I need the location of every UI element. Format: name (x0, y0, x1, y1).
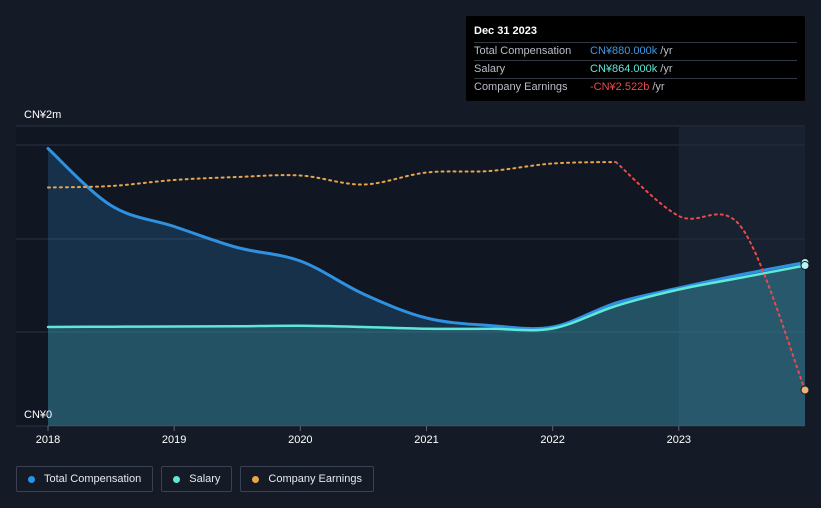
x-tick-label: 2022 (540, 434, 564, 446)
tooltip-unit: /yr (660, 45, 673, 57)
series-area-salary (48, 265, 805, 426)
tooltip-value: CN¥880.000k (590, 45, 658, 57)
legend-dot-icon (173, 475, 181, 483)
y-axis-bottom-label: CN¥0 (24, 409, 52, 421)
tooltip-label: Total Compensation (474, 45, 572, 57)
tooltip-row-earnings: Company Earnings -CN¥2.522b /yr (474, 79, 797, 96)
chart-area: 2018 2019 2020 2021 2022 2023 CN¥2m CN¥0 (16, 109, 810, 446)
legend-label: Salary (189, 473, 221, 485)
legend-item-salary[interactable]: Salary (161, 466, 233, 492)
endpoint-salary (800, 261, 810, 270)
x-tick-label: 2020 (288, 434, 312, 446)
endpoint-company-earnings (800, 385, 810, 395)
x-tick-label: 2019 (162, 434, 186, 446)
legend-label: Total Compensation (44, 473, 142, 485)
x-tick-label: 2018 (36, 434, 60, 446)
series-line-company-earnings-negative (614, 161, 806, 391)
x-axis-ticks: 2018 2019 2020 2021 2022 2023 (36, 426, 691, 446)
tooltip-unit: /yr (660, 63, 673, 75)
legend-label: Company Earnings (268, 473, 362, 485)
x-tick-label: 2023 (667, 434, 691, 446)
legend-item-total-compensation[interactable]: Total Compensation (16, 466, 154, 492)
plot-background (16, 126, 805, 426)
legend-item-company-earnings[interactable]: Company Earnings (240, 466, 374, 492)
series-line-total-compensation (46, 147, 807, 331)
grid-lines (16, 125, 805, 427)
tooltip-row-salary: Salary CN¥864.000k /yr (474, 61, 797, 79)
series-line-salary (46, 264, 807, 332)
legend: Total Compensation Salary Company Earnin… (16, 466, 374, 492)
x-tick-label: 2021 (414, 434, 438, 446)
tooltip-row-total: Total Compensation CN¥880.000k /yr (474, 43, 797, 61)
tooltip-date: Dec 31 2023 (474, 24, 797, 43)
tooltip-label: Salary (474, 63, 506, 75)
legend-dot-icon (28, 475, 35, 483)
tooltip-unit: /yr (652, 81, 665, 93)
tooltip: Dec 31 2023 Total Compensation CN¥880.00… (466, 16, 805, 101)
tooltip-value: -CN¥2.522b (590, 81, 650, 93)
series-area-total-compensation (48, 148, 805, 426)
legend-dot-icon (252, 475, 260, 483)
series-line-company-earnings (47, 161, 617, 189)
tooltip-value: CN¥864.000k (590, 63, 658, 75)
tooltip-label: Company Earnings (474, 81, 568, 93)
y-axis-top-label: CN¥2m (24, 109, 61, 121)
